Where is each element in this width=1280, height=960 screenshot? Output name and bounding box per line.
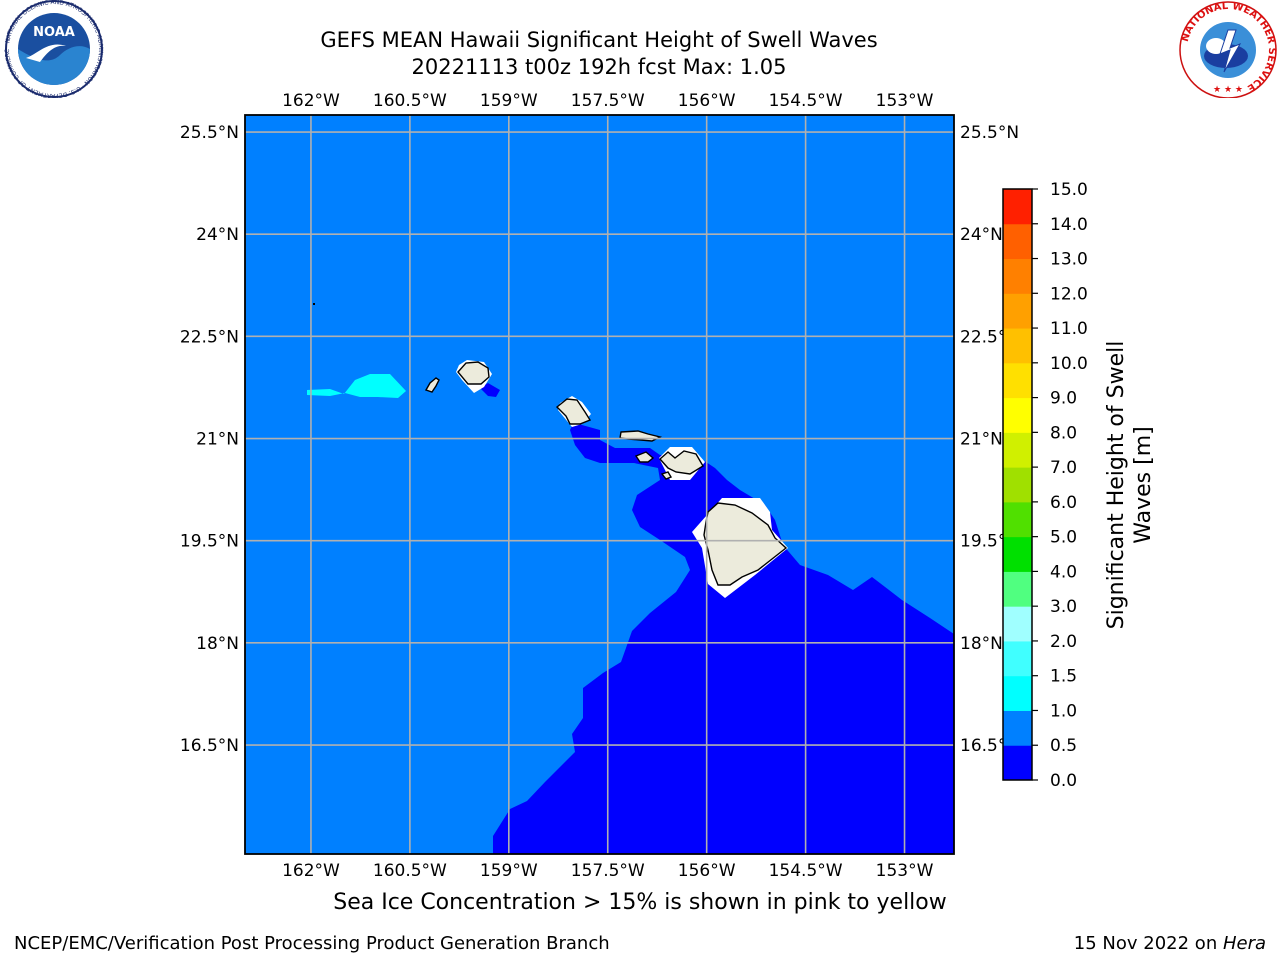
colorbar-segment-4 [1003,606,1032,642]
colorbar-tick-17: 15.0 [1050,180,1088,200]
colorbar-tick-4: 2.0 [1050,632,1077,652]
colorbar-tick-2: 1.0 [1050,701,1077,721]
small-island-marker [313,303,315,305]
graticule [245,115,954,854]
lon-tick-bottom-0: 162°W [282,861,340,881]
colorbar-tick-3: 1.5 [1050,667,1077,687]
map-frame [244,114,955,855]
lat-tick-left-0: 25.5°N [180,123,239,143]
lon-tick-bottom-6: 153°W [876,861,934,881]
noaa-logo-icon: NATIONAL OCEANIC AND ATMOSPHERIC ADMINIS… [0,0,106,99]
colorbar-segment-5 [1003,571,1032,607]
island-niihau [424,377,440,393]
colorbar-frame [1002,188,1033,781]
credit-branch: NCEP/EMC/Verification Post Processing Pr… [14,933,610,954]
swell-band-1-0-to-1-5 [307,374,406,398]
colorbar-segment-8 [1003,467,1032,503]
colorbar-tick-8: 6.0 [1050,493,1077,513]
lon-tick-top-2: 159°W [480,91,538,111]
lon-tick-bottom-2: 159°W [480,861,538,881]
island-lanai [634,451,655,463]
lon-tick-bottom-3: 157.5°W [571,861,645,881]
lat-tick-left-2: 22.5°N [180,327,239,347]
colorbar-tick-10: 8.0 [1050,423,1077,443]
colorbar-segment-10 [1003,397,1032,433]
island-kahoolawe [660,471,673,480]
colorbar-segment-6 [1003,536,1032,572]
lon-tick-bottom-5: 154.5°W [769,861,843,881]
credit-host: Hera [1222,933,1266,954]
colorbar-tick-13: 11.0 [1050,319,1088,339]
lat-tick-left-1: 24°N [196,225,239,245]
lon-tick-top-4: 156°W [678,91,736,111]
lat-tick-left-6: 16.5°N [180,736,239,756]
lat-tick-right-1: 24°N [960,225,1003,245]
colorbar-segment-16 [1003,189,1032,225]
colorbar-tick-12: 10.0 [1050,354,1088,374]
colorbar-label-line1: Significant Height of Swell [1104,341,1129,630]
colorbar-segment-15 [1003,223,1032,260]
colorbar-tick-15: 13.0 [1050,250,1088,270]
colorbar-segment-0 [1003,745,1032,781]
credit-date-text: 15 Nov 2022 on [1073,933,1223,954]
lat-tick-left-3: 21°N [196,430,239,450]
lat-tick-left-5: 18°N [196,634,239,654]
lon-tick-bottom-1: 160.5°W [373,861,447,881]
colorbar-tick-5: 3.0 [1050,597,1077,617]
lat-tick-right-0: 25.5°N [960,123,1019,143]
swell-band-0-0-to-0-5-kauai [480,383,500,397]
colorbar-segment-2 [1003,675,1032,711]
colorbar-segment-3 [1003,640,1032,677]
colorbar-segment-1 [1003,710,1032,746]
svg-text:★ ★ ★: ★ ★ ★ [1213,85,1243,95]
lon-tick-top-0: 162°W [282,91,340,111]
island-kauai [457,361,490,385]
map-title: GEFS MEAN Hawaii Significant Height of S… [320,28,878,52]
colorbar-tick-1: 0.5 [1050,736,1077,756]
colorbar-tick-9: 7.0 [1050,458,1077,478]
colorbar-segment-14 [1003,258,1032,294]
colorbar-tick-0: 0.0 [1050,771,1077,791]
island-maui [659,450,704,475]
colorbar-tick-7: 5.0 [1050,528,1077,548]
lon-tick-top-3: 157.5°W [571,91,645,111]
colorbar-segment-12 [1003,328,1032,364]
credit-date: 15 Nov 2022 on Hera [1074,933,1266,954]
colorbar-tick-6: 4.0 [1050,562,1077,582]
colorbar-tick-14: 12.0 [1050,284,1088,304]
colorbar-segment-7 [1003,501,1032,538]
colorbar-segment-11 [1003,362,1032,399]
colorbar-segment-13 [1003,293,1032,329]
lon-tick-top-1: 160.5°W [373,91,447,111]
lat-tick-right-5: 18°N [960,634,1003,654]
lat-tick-left-4: 19.5°N [180,532,239,552]
lon-tick-top-5: 154.5°W [769,91,843,111]
colorbar-tick-11: 9.0 [1050,389,1077,409]
sea-ice-note: Sea Ice Concentration > 15% is shown in … [333,890,947,915]
svg-text:NOAA: NOAA [33,25,75,40]
lon-tick-top-6: 153°W [876,91,934,111]
island-oahu [555,398,592,425]
lon-tick-bottom-4: 156°W [678,861,736,881]
colorbar: 0.0 0.5 1.0 1.5 2.0 3.0 4.0 5.0 6.0 7.0 8.0 9.0 10.0… [1003,180,1088,791]
lat-tick-right-3: 21°N [960,430,1003,450]
nws-logo-icon: NATIONAL WEATHER SERVICE ★ ★ ★ [1178,0,1278,99]
map-subtitle: 20221113 t00z 192h fcst Max: 1.05 [411,55,787,79]
colorbar-label-line2: Waves [m] [1131,426,1156,543]
colorbar-segment-9 [1003,432,1032,468]
colorbar-tick-16: 14.0 [1050,215,1088,235]
